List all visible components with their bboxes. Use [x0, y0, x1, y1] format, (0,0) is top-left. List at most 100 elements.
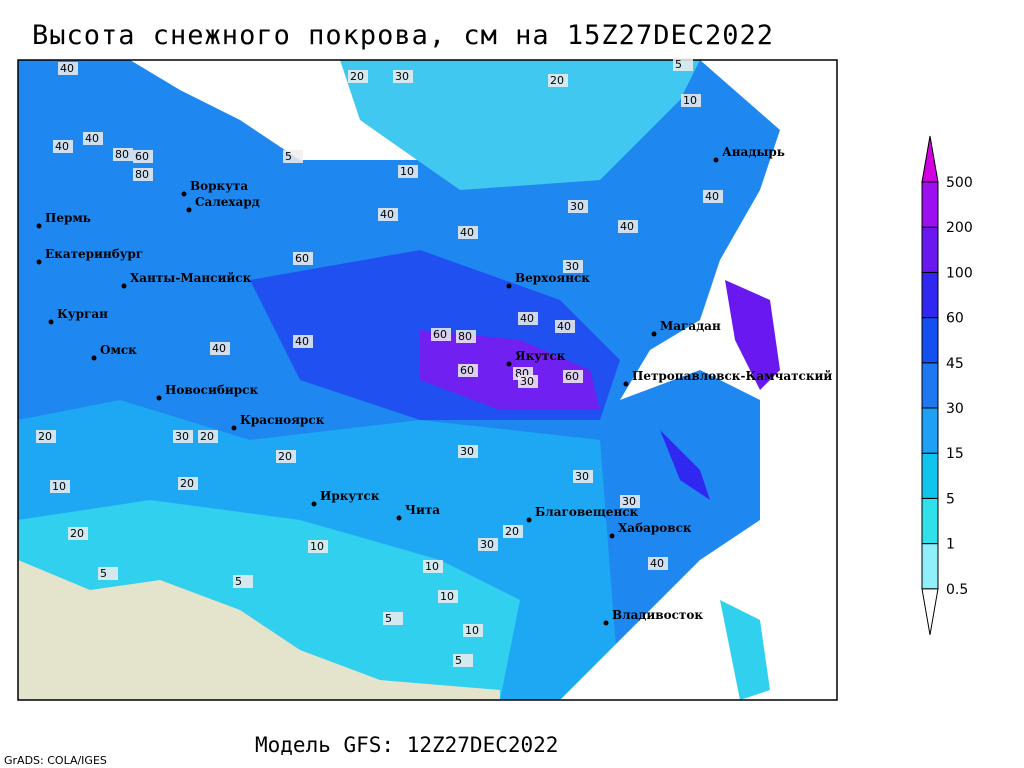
colorbar-label: 1 — [946, 537, 955, 553]
city-dot — [48, 319, 54, 325]
contour-label-box — [503, 525, 523, 538]
city-dot — [623, 381, 629, 387]
contour-label-box — [703, 190, 723, 203]
contour-label: 60 — [460, 364, 474, 377]
contour-label: 40 — [620, 220, 634, 233]
colorbar-segment — [921, 181, 939, 228]
colorbar-cap — [921, 135, 939, 183]
contour-label: 10 — [440, 590, 454, 603]
city-dot — [526, 517, 532, 523]
region-low-snow — [340, 60, 700, 190]
city-dot — [36, 223, 42, 229]
colorbar-segment — [921, 452, 939, 499]
city-dot — [609, 533, 615, 539]
contour-label: 10 — [425, 560, 439, 573]
contour-label-box — [233, 575, 253, 588]
contour-label-box — [456, 330, 476, 343]
contour-label-box — [518, 375, 538, 388]
city-label: Чита — [405, 503, 440, 517]
contour-label-box — [393, 70, 413, 83]
title: Высота снежного покрова, см на 15Z27DEC2… — [32, 20, 774, 51]
colorbar-segment — [921, 271, 939, 319]
colorbar-label: 5 — [946, 491, 955, 507]
city-label: Благовещенск — [535, 505, 639, 519]
city-label: Екатеринбург — [45, 247, 143, 261]
contour-label-box — [113, 148, 133, 161]
contour-label-box — [563, 370, 583, 383]
contour-label-box — [308, 540, 328, 553]
contour-label: 40 — [55, 140, 69, 153]
contour-label-box — [173, 430, 193, 443]
city-label: Хабаровск — [618, 521, 692, 535]
contour-label-box — [398, 165, 418, 178]
contour-label: 20 — [70, 527, 84, 540]
contour-label: 60 — [135, 150, 149, 163]
city-label: Воркута — [190, 179, 248, 193]
contour-label-box — [58, 62, 78, 75]
contour-label: 20 — [38, 430, 52, 443]
city-label: Магадан — [660, 319, 721, 333]
city-label: Иркутск — [320, 489, 380, 503]
colorbar-segment — [921, 497, 939, 545]
contour-label-box — [618, 220, 638, 233]
contour-label-box — [458, 445, 478, 458]
contour-label-box — [563, 260, 583, 273]
contour-label: 60 — [295, 252, 309, 265]
contour-label: 10 — [465, 624, 479, 637]
contour-label-box — [620, 495, 640, 508]
contour-label: 40 — [705, 190, 719, 203]
contour-label: 80 — [115, 148, 129, 161]
city-label: Верхоянск — [515, 271, 590, 285]
contour-label-box — [53, 140, 73, 153]
city-dot — [506, 283, 512, 289]
contour-label: 40 — [380, 208, 394, 221]
contour-label: 10 — [400, 165, 414, 178]
city-dot — [186, 207, 192, 213]
contour-label: 10 — [683, 94, 697, 107]
contour-label: 40 — [557, 320, 571, 333]
contour-label-box — [438, 590, 458, 603]
kamchatka — [725, 280, 780, 390]
contour-label: 30 — [460, 445, 474, 458]
city-dot — [311, 501, 317, 507]
contour-label: 20 — [505, 525, 519, 538]
contour-label-box — [98, 567, 118, 580]
contour-label: 30 — [622, 495, 636, 508]
colorbar-label: 200 — [946, 220, 973, 236]
contour-label: 30 — [570, 200, 584, 213]
colorbar-segment — [921, 543, 939, 590]
contour-label: 40 — [650, 557, 664, 570]
contour-label-box — [573, 470, 593, 483]
contour-label: 30 — [575, 470, 589, 483]
pacific-ocean — [560, 60, 837, 700]
city-label: Новосибирск — [165, 383, 258, 397]
contour-label: 5 — [100, 567, 107, 580]
colorbar-label: 45 — [946, 356, 964, 372]
contour-label-box — [348, 70, 368, 83]
contour-label-box — [458, 226, 478, 239]
contour-label-box — [518, 312, 538, 325]
contour-label: 5 — [285, 150, 292, 163]
contour-label-box — [548, 74, 568, 87]
contour-label: 80 — [135, 168, 149, 181]
city-dot — [651, 331, 657, 337]
land-no-snow — [18, 560, 500, 700]
contour-label-box — [673, 58, 693, 71]
region-very-deep-snow — [420, 330, 600, 410]
city-dot — [231, 425, 237, 431]
contour-label: 5 — [675, 58, 682, 71]
contour-label-box — [568, 200, 588, 213]
colorbar-segment — [921, 407, 939, 454]
city-dot — [603, 620, 609, 626]
colorbar-label: 100 — [946, 265, 973, 281]
city-layer: Воркута Салехард Пермь Екатеринбург Ханты-Ма… — [36, 145, 832, 626]
colorbar-segment — [921, 226, 939, 273]
city-dot — [36, 259, 42, 265]
contour-label-box — [50, 480, 70, 493]
contour-label: 40 — [212, 342, 226, 355]
city-label: Курган — [57, 307, 108, 321]
contour-label: 60 — [433, 328, 447, 341]
contour-label-box — [178, 477, 198, 490]
contour-label-box — [68, 527, 88, 540]
city-label: Петропавловск-Камчатский — [632, 369, 832, 383]
